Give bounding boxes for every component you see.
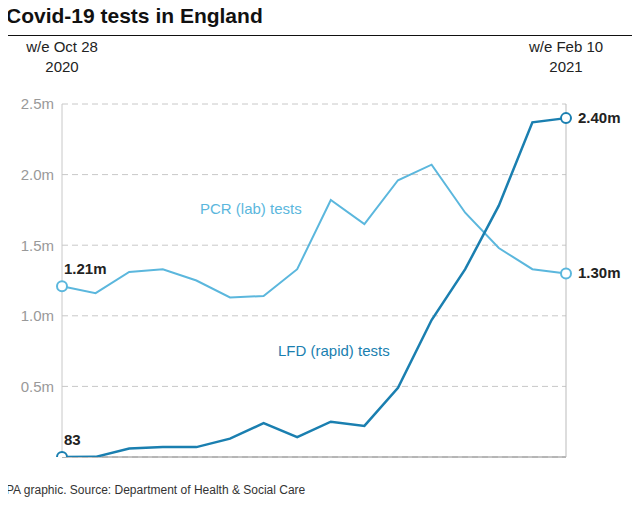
html-text:PA graphic. Source: Department: PA graphic. Source: Department of Health… xyxy=(6,483,306,497)
svg-text:1.0m: 1.0m xyxy=(21,307,54,324)
svg-text:2.40m: 2.40m xyxy=(578,109,621,126)
svg-text:2.5m: 2.5m xyxy=(21,95,54,112)
svg-text:w/e Feb 10: w/e Feb 10 xyxy=(528,40,603,55)
html-text:PCR (lab) tests: PCR (lab) tests xyxy=(200,200,302,217)
svg-text:2020: 2020 xyxy=(45,58,78,75)
svg-text:1.30m: 1.30m xyxy=(578,264,621,281)
svg-text:2021: 2021 xyxy=(549,58,582,75)
html-text:Covid-19 tests in England: Covid-19 tests in England xyxy=(6,4,263,27)
svg-text:1.21m: 1.21m xyxy=(64,260,107,277)
svg-text:w/e Oct 28: w/e Oct 28 xyxy=(25,40,98,55)
svg-text:83: 83 xyxy=(64,431,81,448)
svg-text:2.0m: 2.0m xyxy=(21,166,54,183)
svg-text:0.5m: 0.5m xyxy=(21,378,54,395)
html-text:LFD (rapid) tests: LFD (rapid) tests xyxy=(278,342,390,359)
svg-text:1.5m: 1.5m xyxy=(21,237,54,254)
